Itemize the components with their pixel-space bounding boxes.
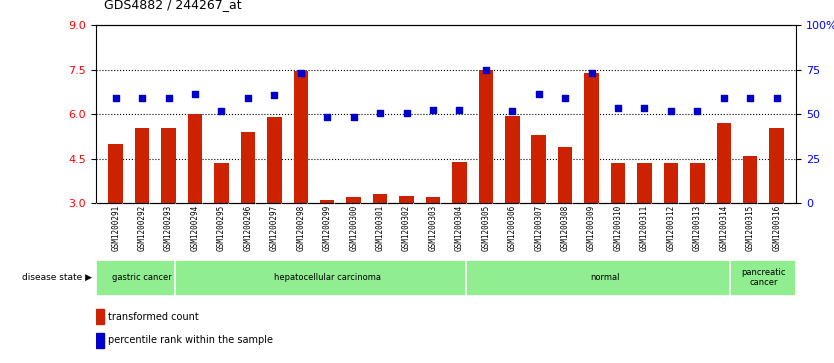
Text: hepatocellular carcinoma: hepatocellular carcinoma: [274, 273, 381, 282]
Text: GSM1200316: GSM1200316: [772, 204, 781, 251]
Point: [135, 95, 148, 101]
Point: [611, 106, 625, 111]
Point: [320, 114, 334, 120]
Bar: [161, 128, 176, 203]
Point: [215, 109, 229, 114]
Text: GSM1200308: GSM1200308: [560, 204, 570, 251]
Point: [559, 95, 572, 101]
Point: [664, 109, 677, 114]
Text: GSM1200304: GSM1200304: [455, 204, 464, 251]
Point: [294, 70, 308, 76]
Bar: [320, 200, 334, 203]
Text: GSM1200303: GSM1200303: [429, 204, 438, 251]
Text: GSM1200313: GSM1200313: [693, 204, 702, 251]
Point: [717, 95, 731, 101]
Point: [532, 91, 545, 97]
Text: GSM1200302: GSM1200302: [402, 204, 411, 251]
Point: [585, 70, 598, 76]
Bar: [664, 163, 678, 203]
Bar: [267, 117, 282, 203]
Text: GSM1200300: GSM1200300: [349, 204, 358, 251]
Point: [268, 92, 281, 98]
Bar: [505, 116, 520, 203]
Bar: [175, 260, 480, 296]
Bar: [690, 163, 705, 203]
Text: GSM1200298: GSM1200298: [296, 204, 305, 251]
Point: [691, 109, 704, 114]
Point: [109, 95, 123, 101]
Text: GSM1200309: GSM1200309: [587, 204, 596, 251]
Text: percentile rank within the sample: percentile rank within the sample: [108, 335, 273, 345]
Bar: [241, 132, 255, 203]
Point: [480, 67, 493, 73]
Bar: [96, 333, 104, 348]
Text: GSM1200297: GSM1200297: [270, 204, 279, 251]
Text: GSM1200312: GSM1200312: [666, 204, 676, 251]
Text: transformed count: transformed count: [108, 312, 198, 322]
Bar: [425, 197, 440, 203]
Bar: [294, 72, 308, 203]
Bar: [373, 195, 387, 203]
Text: GSM1200295: GSM1200295: [217, 204, 226, 251]
Bar: [108, 144, 123, 203]
Text: GSM1200292: GSM1200292: [138, 204, 147, 251]
Bar: [558, 147, 572, 203]
Bar: [96, 260, 188, 296]
Text: disease state ▶: disease state ▶: [22, 273, 92, 282]
Bar: [770, 128, 784, 203]
Text: GSM1200310: GSM1200310: [614, 204, 622, 251]
Text: pancreatic
cancer: pancreatic cancer: [741, 268, 786, 287]
Bar: [188, 114, 203, 203]
Text: GSM1200301: GSM1200301: [375, 204, 384, 251]
Bar: [637, 163, 651, 203]
Bar: [731, 260, 796, 296]
Point: [744, 95, 757, 101]
Point: [374, 110, 387, 116]
Point: [453, 107, 466, 113]
Point: [399, 110, 413, 116]
Bar: [479, 70, 493, 203]
Point: [505, 109, 519, 114]
Bar: [466, 260, 744, 296]
Bar: [135, 128, 149, 203]
Text: normal: normal: [590, 273, 620, 282]
Text: GSM1200296: GSM1200296: [244, 204, 253, 251]
Bar: [214, 163, 229, 203]
Point: [426, 107, 440, 113]
Text: GSM1200299: GSM1200299: [323, 204, 332, 251]
Bar: [585, 73, 599, 203]
Bar: [399, 196, 414, 203]
Text: GSM1200291: GSM1200291: [111, 204, 120, 251]
Bar: [346, 197, 361, 203]
Text: GSM1200307: GSM1200307: [535, 204, 543, 251]
Point: [347, 114, 360, 120]
Text: GSM1200305: GSM1200305: [481, 204, 490, 251]
Text: GSM1200294: GSM1200294: [190, 204, 199, 251]
Bar: [452, 162, 467, 203]
Point: [241, 95, 254, 101]
Text: GDS4882 / 244267_at: GDS4882 / 244267_at: [104, 0, 242, 11]
Text: GSM1200293: GSM1200293: [164, 204, 173, 251]
Text: GSM1200311: GSM1200311: [640, 204, 649, 251]
Point: [188, 91, 202, 97]
Bar: [743, 156, 757, 203]
Text: GSM1200315: GSM1200315: [746, 204, 755, 251]
Text: GSM1200306: GSM1200306: [508, 204, 517, 251]
Bar: [96, 309, 104, 325]
Point: [162, 95, 175, 101]
Point: [638, 106, 651, 111]
Point: [770, 95, 783, 101]
Bar: [610, 163, 626, 203]
Text: GSM1200314: GSM1200314: [719, 204, 728, 251]
Bar: [716, 123, 731, 203]
Text: gastric cancer: gastric cancer: [113, 273, 172, 282]
Bar: [531, 135, 546, 203]
